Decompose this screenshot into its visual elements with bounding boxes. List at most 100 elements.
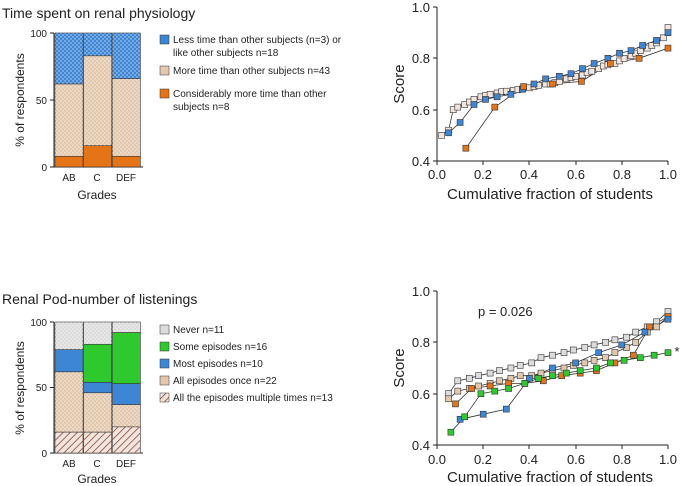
series-line-considerably-more-time [465,47,669,149]
bar-def-more-time-than-other-subject-texture [112,78,141,157]
point-all-episodes-once [602,354,609,362]
point-less-time-or-like-other-subjects [590,60,598,67]
x-tick-label: 0.8 [613,167,631,182]
point-some-episodes [461,413,469,421]
legend-line: like other subjects n=18 [173,48,279,59]
point-some-episodes [593,364,600,372]
chart-title: Time spent on renal physiology [2,5,195,21]
point-never [465,374,473,382]
point-some-episodes [576,367,584,374]
point-never [623,333,630,341]
bar-ab-considerably-more-time-than- [54,155,84,168]
bar-ab-all-episodes-once-n-22-texture [55,371,83,433]
x-ticks: 0.0 0.2 0.4 0.6 0.8 1.0 [428,445,677,467]
point-most-episodes [595,349,603,356]
point-never [632,328,640,336]
point-most-episodes [641,328,649,336]
bar-def-never-n-11-texture [112,322,141,333]
legend-item: More time than other subjects n=43 [159,65,330,77]
x-tick-label: 0.0 [428,452,446,467]
y-axis-label: Score [391,348,408,387]
legend-label: Some episodes n=16 [173,342,268,353]
point-less-time-or-like-other-subjects [470,101,478,108]
y-tick-label: 1.0 [412,0,430,15]
point-considerably-more-time [606,60,614,67]
score-cumulative-panel-bottom: 0.4 0.6 0.8 1.0 0.0 0.2 0.4 0.6 0.8 1.0 … [391,284,680,486]
legend-swatch-tan [159,65,170,76]
point-considerably-more-time [549,80,556,88]
point-less-time-or-like-other-subjects [616,49,623,57]
point-less-time-or-like-other-subjects [482,96,489,103]
legend-swatch-gray [159,324,170,335]
x-tick-label: C [93,173,100,184]
point-considerably-more-time [664,44,672,52]
point-never [516,362,524,369]
p-value-annotation: p = 0.026 [478,304,533,319]
x-tick-label: 0.0 [428,167,446,182]
point-less-time-or-like-other-subjects [507,91,515,98]
point-most-episodes [549,364,556,372]
legend-swatch-blue [159,358,170,369]
point-some-episodes [636,354,644,362]
point-all-episodes-once [590,356,598,364]
legend-label: All episodes once n=22 [173,376,277,387]
legend: Never n=11 Some episodes n=16 Most episo… [159,324,333,404]
y-tick-label: 50 [36,96,48,107]
time-spent-panel: Time spent on renal physiology 0 50 100 … [2,5,344,202]
point-considerably-more-time [491,103,499,111]
x-tick-label: C [93,459,100,470]
bars [54,32,141,168]
point-less-time-or-like-other-subjects [542,75,549,83]
point-less-time-or-like-other-subjects [639,42,646,49]
legend-item: Less time than other subjects (n=3) or l… [159,34,344,59]
point-less-time-or-like-other-subjects [579,65,586,72]
bar-ab-all-the-episodes-multiple-ti-texture [55,432,83,453]
point-never [496,367,503,374]
x-tick-label: 1.0 [659,167,677,182]
x-tick-label: AB [62,459,76,470]
legend-label: Never n=11 [173,325,225,336]
y-axis-label: % of respondents [13,53,27,146]
point-all-episodes-once [516,372,524,380]
point-less-time-or-like-other-subjects [493,93,501,101]
bar-c-less-time-than-other-subject-texture [83,33,112,56]
point-never [528,359,536,367]
point-most-episodes [664,315,672,323]
y-tick-label: 0.4 [412,154,430,169]
legend-label: Less time than other subjects (n=3) or l… [173,35,344,59]
y-axis-label: % of respondents [13,341,27,434]
point-all-episodes-once [445,395,452,403]
y-ticks: 0.4 0.6 0.8 1.0 [412,284,437,453]
legend-swatch-orange [159,88,170,99]
legend-label: Most episodes n=10 [173,359,263,370]
bar-ab-less-time-than-other-subject-texture [55,33,83,84]
x-tick-label: AB [62,173,76,184]
y-tick-label: 0.8 [412,335,430,350]
bar-def-considerably-more-time-than- [112,155,141,168]
series-line-never [448,311,669,394]
bar-def-most-episodes-n-10 [112,383,141,405]
bar-c-some-episodes-n-16 [83,343,112,383]
point-more-time [660,34,667,42]
point-less-time-or-like-other-subjects [445,129,452,137]
point-less-time-or-like-other-subjects [627,47,635,54]
y-ticks: 0 50 100 [30,318,54,460]
legend-item: All episodes once n=22 [159,375,277,387]
point-more-time [620,54,628,62]
legend-label: Considerably more time than other subjec… [173,89,329,113]
legend-label: All the episodes multiple times n=13 [173,393,333,404]
point-never [611,336,619,344]
point-some-episodes [650,351,658,359]
series [438,24,672,152]
point-considerably-more-time [520,83,527,90]
point-some-episodes [491,387,499,395]
point-considerably-more-time [462,144,470,152]
y-tick-label: 0.6 [412,103,430,118]
point-less-time-or-like-other-subjects [664,29,672,37]
x-ticks: 0.0 0.2 0.4 0.6 0.8 1.0 [428,161,677,182]
bar-c-more-time-than-other-subject-texture [83,55,112,146]
x-axis-label: Grades [77,472,116,486]
point-less-time-or-like-other-subjects [556,73,563,80]
x-ticks: AB C DEF [62,173,136,184]
